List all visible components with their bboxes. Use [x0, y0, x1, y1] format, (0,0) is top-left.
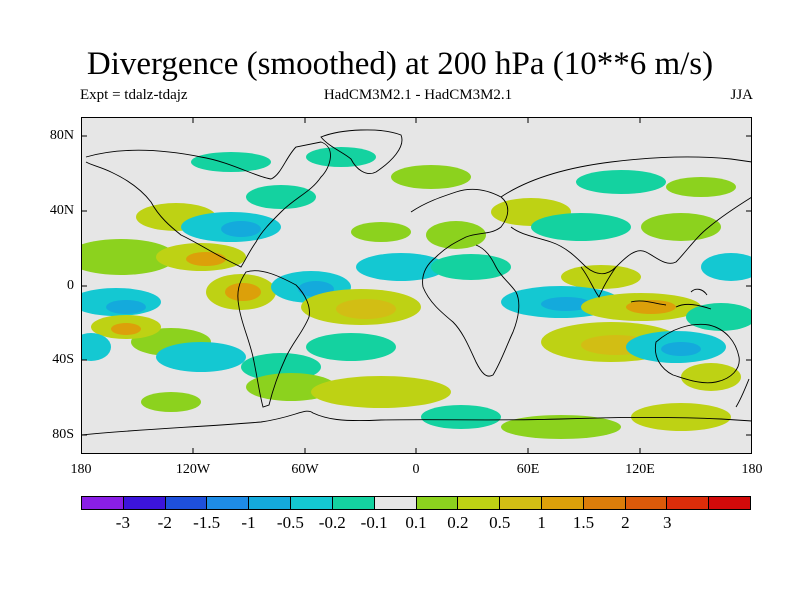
divergence-contour: [426, 221, 486, 249]
colorbar-label: 0.2: [447, 513, 469, 532]
colorbar-segment: [291, 497, 333, 509]
colorbar-segment: [625, 497, 668, 509]
divergence-contour: [666, 177, 736, 197]
lon-label-0: 0: [412, 462, 420, 477]
divergence-contour: [246, 185, 316, 209]
divergence-contour: [156, 342, 246, 372]
colorbar-label: -2: [157, 513, 172, 532]
colorbar-label: 2: [621, 513, 630, 532]
divergence-contour: [81, 333, 111, 361]
divergence-contour: [191, 152, 271, 172]
colorbar-segment: [249, 497, 292, 509]
divergence-contour: [311, 376, 451, 408]
lat-label-80s: 80S: [52, 427, 74, 442]
divergence-contour: [391, 165, 471, 189]
divergence-contour: [111, 323, 141, 335]
colorbar-segment: [500, 497, 542, 509]
colorbar-label: -3: [115, 513, 130, 532]
season-label: JJA: [730, 87, 753, 103]
colorbar-segment: [374, 497, 417, 509]
colorbar: [81, 496, 751, 510]
divergence-contour: [421, 405, 501, 429]
colorbar-segment: [82, 497, 124, 509]
lat-label-80n: 80N: [49, 128, 74, 143]
colorbar-segment: [458, 497, 501, 509]
divergence-contour: [681, 363, 741, 391]
divergence-contour: [141, 392, 201, 412]
colorbar-segment: [667, 497, 710, 509]
divergence-contour: [701, 253, 752, 281]
plot-title: Divergence (smoothed) at 200 hPa (10**6 …: [86, 46, 714, 82]
lon-label-180w: 180: [70, 462, 92, 477]
lon-label-120w: 120W: [175, 462, 211, 477]
colorbar-segment: [709, 497, 750, 509]
coastlines: [81, 129, 752, 436]
divergence-contour: [541, 297, 591, 311]
colorbar-label: 1.5: [572, 513, 595, 532]
lon-label-60e: 60E: [516, 462, 540, 477]
colorbar-label: -0.5: [276, 513, 304, 532]
divergence-contour: [631, 403, 731, 431]
experiment-label: Expt = tdalz-tdajz: [80, 87, 188, 103]
divergence-contour: [221, 221, 261, 237]
colorbar-segment: [207, 497, 250, 509]
divergence-contour: [81, 239, 176, 275]
divergence-contour: [576, 170, 666, 194]
divergence-contour: [661, 342, 701, 356]
colorbar-label: 0.1: [405, 513, 427, 532]
lat-label-40s: 40S: [52, 352, 74, 367]
colorbar-segment: [541, 497, 584, 509]
colorbar-label: -0.2: [318, 513, 346, 532]
divergence-contour: [336, 299, 396, 319]
divergence-map: [81, 117, 752, 454]
colorbar-label: -0.1: [360, 513, 388, 532]
lat-label-0: 0: [67, 278, 74, 293]
colorbar-label: -1.5: [193, 513, 221, 532]
divergence-contour: [561, 265, 641, 289]
divergence-contour: [306, 333, 396, 361]
divergence-contour: [626, 300, 676, 314]
divergence-contour: [351, 222, 411, 242]
lat-label-40n: 40N: [49, 203, 74, 218]
lon-label-60w: 60W: [291, 462, 319, 477]
lon-label-180e: 180: [741, 462, 763, 477]
colorbar-label: 3: [663, 513, 672, 532]
colorbar-label: -1: [241, 513, 256, 532]
divergence-contour: [225, 283, 261, 301]
colorbar-segment: [165, 497, 208, 509]
colorbar-label: 0.5: [489, 513, 511, 532]
divergence-contour: [501, 415, 621, 439]
colorbar-segment: [416, 497, 459, 509]
divergence-contour: [106, 300, 146, 314]
colorbar-label: 1: [537, 513, 546, 532]
colorbar-segment: [123, 497, 166, 509]
colorbar-segment: [332, 497, 375, 509]
lon-label-120e: 120E: [625, 462, 655, 477]
divergence-contour: [186, 252, 226, 266]
divergence-contour: [531, 213, 631, 241]
divergence-contour: [431, 254, 511, 280]
models-label: HadCM3M2.1 - HadCM3M2.1: [323, 87, 513, 103]
colorbar-segment: [583, 497, 626, 509]
divergence-contour: [306, 147, 376, 167]
map-ticks: [81, 117, 752, 454]
